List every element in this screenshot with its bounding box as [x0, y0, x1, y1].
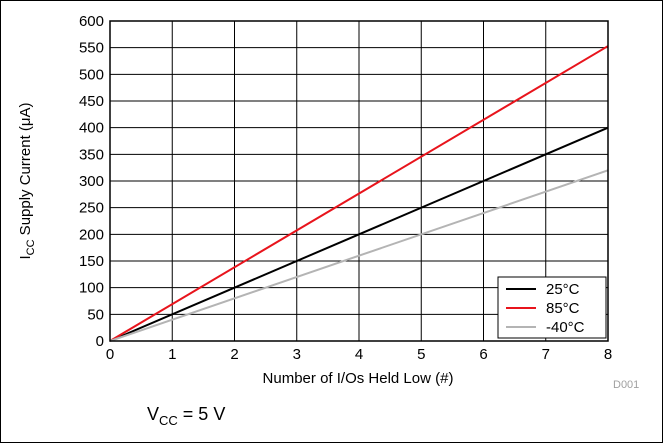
- y-axis-title: ICC Supply Current (μA): [17, 102, 37, 259]
- legend-label: 25°C: [546, 281, 580, 298]
- y-tick-label: 250: [79, 200, 104, 217]
- condition-rest: = 5 V: [178, 404, 226, 424]
- y-axis-title-sub: CC: [25, 239, 37, 255]
- y-tick-label: 350: [79, 146, 104, 163]
- y-tick-label: 100: [79, 280, 104, 297]
- x-tick-label: 8: [604, 346, 612, 363]
- x-tick-label: 7: [542, 346, 550, 363]
- x-tick-label: 4: [355, 346, 363, 363]
- x-tick-label: 0: [106, 346, 114, 363]
- y-tick-label: 0: [96, 333, 104, 350]
- y-tick-label: 550: [79, 40, 104, 57]
- legend: 25°C 85°C -40°C: [497, 276, 607, 339]
- y-tick-label: 200: [79, 226, 104, 243]
- figure-id: D001: [613, 379, 639, 391]
- y-tick-label: 50: [87, 306, 104, 323]
- x-tick-label: 3: [293, 346, 301, 363]
- y-axis-title-rest: Supply Current (μA): [17, 102, 34, 239]
- y-axis-title-main: I: [17, 255, 34, 259]
- series-lines: [109, 45, 609, 342]
- y-tick-label: 150: [79, 253, 104, 270]
- series-line: [109, 126, 609, 342]
- x-tick-label: 6: [479, 346, 487, 363]
- condition-main: V: [147, 404, 159, 424]
- y-tick-label: 400: [79, 120, 104, 137]
- series-line: [109, 169, 609, 342]
- plot-area: [109, 20, 609, 342]
- y-tick-label: 300: [79, 173, 104, 190]
- y-tick-label: 500: [79, 66, 104, 83]
- condition-note: VCC = 5 V: [147, 404, 225, 428]
- x-tick-label: 5: [417, 346, 425, 363]
- condition-sub: CC: [159, 413, 178, 428]
- tick-labels: 0 1 2 3 4 5 6 7 8 0 50 100 150 200 250 300 350 400 450 500 5…: [79, 13, 612, 363]
- y-tick-label: 600: [79, 13, 104, 30]
- y-tick-label: 450: [79, 93, 104, 110]
- x-tick-label: 1: [168, 346, 176, 363]
- x-tick-label: 2: [230, 346, 238, 363]
- legend-label: 85°C: [546, 300, 580, 317]
- series-line: [109, 45, 609, 342]
- x-axis-title: Number of I/Os Held Low (#): [263, 370, 454, 387]
- legend-label: -40°C: [546, 319, 585, 336]
